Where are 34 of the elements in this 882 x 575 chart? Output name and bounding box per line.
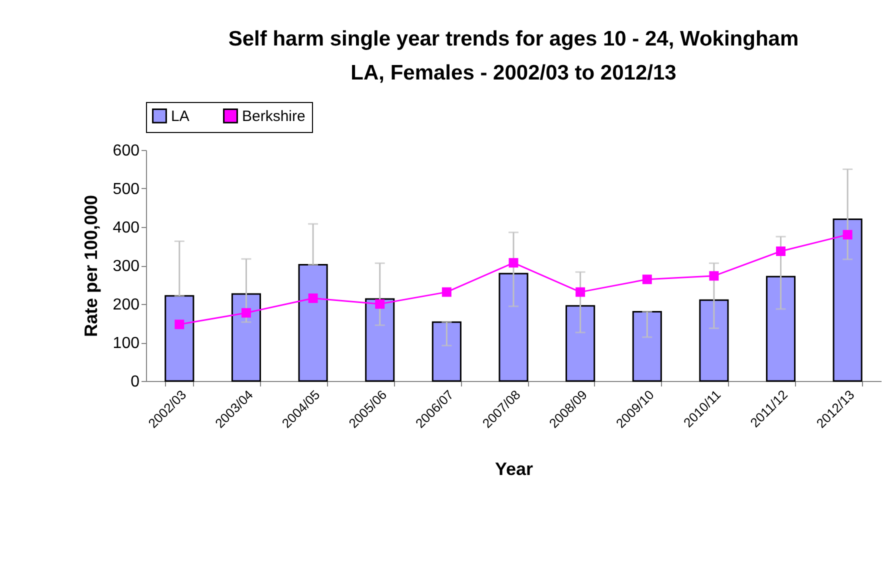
point xyxy=(508,258,518,268)
y-tick-label: 0 xyxy=(130,374,140,390)
y-tick-label: 300 xyxy=(112,258,140,275)
bar xyxy=(632,310,662,382)
x-axis-title: Year xyxy=(494,458,534,479)
bar xyxy=(566,305,596,382)
point xyxy=(576,287,586,297)
y-tick-label: 200 xyxy=(112,296,140,314)
point xyxy=(642,274,652,284)
bar xyxy=(365,298,395,382)
y-tick-label: 500 xyxy=(112,181,140,198)
bar xyxy=(231,293,262,382)
legend-label: Berkshire xyxy=(242,108,306,125)
bar xyxy=(832,218,862,382)
bar xyxy=(699,299,729,382)
point xyxy=(442,287,452,297)
bar xyxy=(432,321,462,382)
point xyxy=(375,299,385,309)
point xyxy=(709,271,719,281)
point xyxy=(308,293,318,303)
y-tick-label: 600 xyxy=(112,142,140,160)
bar xyxy=(766,276,796,382)
point xyxy=(241,308,251,318)
bar xyxy=(298,264,328,382)
bar xyxy=(498,272,528,382)
point xyxy=(174,320,184,330)
point xyxy=(776,246,786,256)
legend-label: LA xyxy=(171,108,190,125)
bar xyxy=(164,295,194,382)
chart-title: Self harm single year trends for ages 10 - 24, Wokingham LA, Females - 2002/03 to 2012/13 xyxy=(228,28,799,84)
y-tick-label: 100 xyxy=(112,335,140,352)
point xyxy=(842,230,852,240)
y-tick-label: 400 xyxy=(112,220,140,236)
y-axis-title: Rate per 100,000 xyxy=(80,194,101,338)
